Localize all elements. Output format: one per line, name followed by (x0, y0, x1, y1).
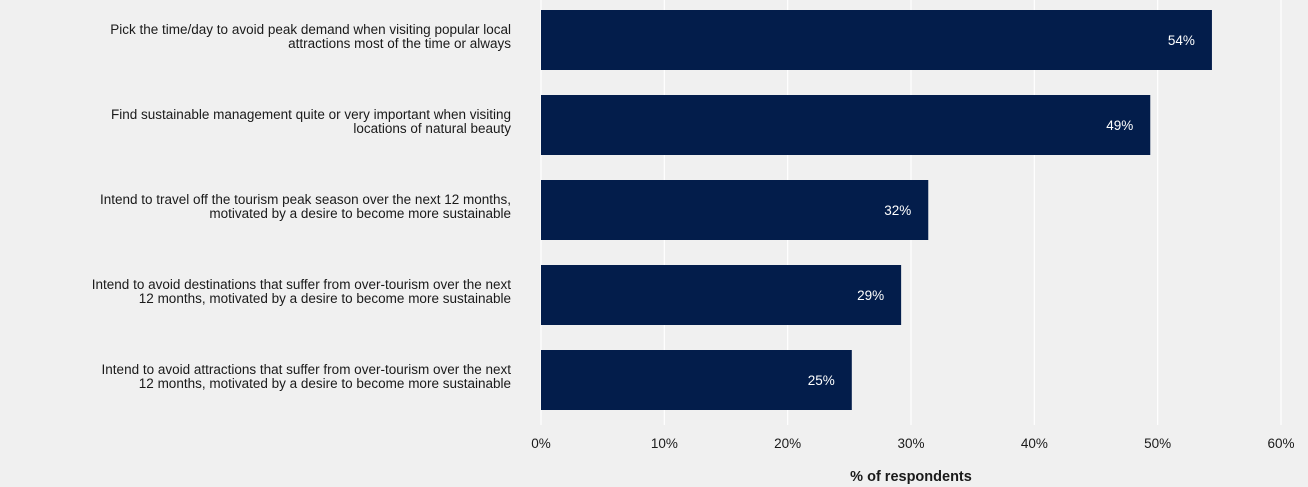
category-label-3: Intend to avoid destinations that suffer… (92, 277, 511, 306)
category-label-4-line-0: Intend to avoid attractions that suffer … (102, 362, 512, 377)
bar-value-label-3: 29% (857, 288, 884, 303)
category-label-0-line-1: attractions most of the time or always (288, 36, 511, 51)
category-label-4-line-1: 12 months, motivated by a desire to beco… (139, 376, 511, 391)
category-label-2: Intend to travel off the tourism peak se… (100, 192, 511, 221)
x-tick-label-2: 20% (774, 436, 801, 451)
bar-value-label-1: 49% (1106, 118, 1133, 133)
category-label-2-line-0: Intend to travel off the tourism peak se… (100, 192, 511, 207)
x-tick-label-5: 50% (1144, 436, 1171, 451)
category-label-2-line-1: motivated by a desire to become more sus… (209, 206, 511, 221)
category-label-4: Intend to avoid attractions that suffer … (102, 362, 512, 391)
bar-1 (541, 95, 1151, 155)
category-label-1: Find sustainable management quite or ver… (111, 107, 511, 136)
category-label-3-line-1: 12 months, motivated by a desire to beco… (139, 291, 511, 306)
x-tick-label-6: 60% (1267, 436, 1294, 451)
bar-0 (541, 10, 1212, 70)
x-tick-label-3: 30% (897, 436, 924, 451)
x-tick-labels: 0% 10% 20% 30% 40% 50% 60% (531, 436, 1294, 451)
category-label-0-line-0: Pick the time/day to avoid peak demand w… (110, 22, 511, 37)
x-axis-title: % of respondents (850, 469, 972, 485)
bar-4 (541, 350, 852, 410)
bar-2 (541, 180, 929, 240)
bar-value-label-0: 54% (1168, 33, 1195, 48)
category-label-3-line-0: Intend to avoid destinations that suffer… (92, 277, 511, 292)
category-labels: Pick the time/day to avoid peak demand w… (92, 22, 511, 391)
x-tick-label-0: 0% (531, 436, 551, 451)
category-label-0: Pick the time/day to avoid peak demand w… (110, 22, 511, 51)
category-label-1-line-0: Find sustainable management quite or ver… (111, 107, 511, 122)
bar-3 (541, 265, 902, 325)
x-tick-label-4: 40% (1021, 436, 1048, 451)
category-label-1-line-1: locations of natural beauty (353, 121, 511, 136)
bars: 54% 49% 32% 29% 25% (541, 10, 1212, 410)
x-tick-label-1: 10% (651, 436, 678, 451)
bar-value-label-2: 32% (884, 203, 911, 218)
bar-value-label-4: 25% (808, 373, 835, 388)
